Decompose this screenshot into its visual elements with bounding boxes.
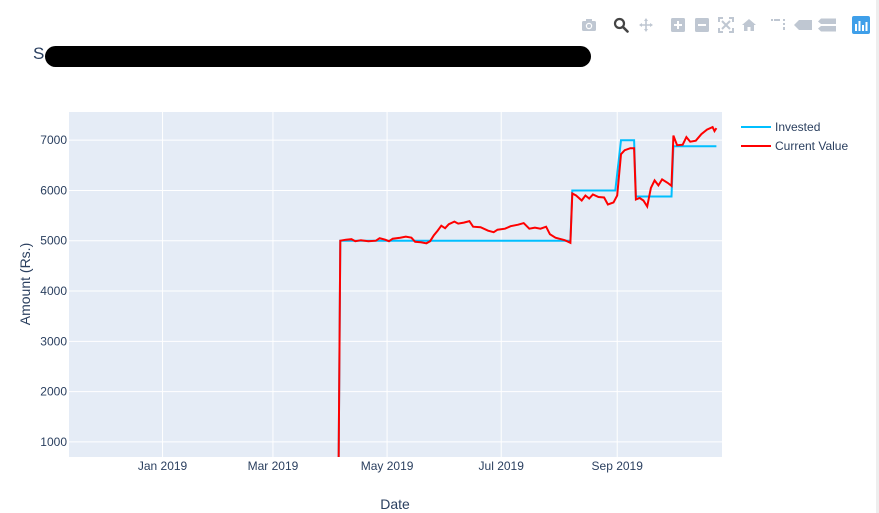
hover-compare-icon[interactable] (816, 15, 838, 35)
x-tick-label: Mar 2019 (248, 459, 299, 473)
autoscale-icon[interactable] (715, 15, 737, 35)
y-tick-label: 4000 (40, 284, 67, 298)
zoom-in-icon[interactable] (667, 15, 689, 35)
x-tick-label: Sep 2019 (592, 459, 644, 473)
legend-item-label[interactable]: Invested (775, 120, 820, 134)
x-axis-ticks: Jan 2019 Mar 2019 May 2019 Jul 2019 Sep 2019 (138, 459, 643, 473)
y-tick-label: 2000 (40, 385, 67, 399)
y-axis-ticks: 1000 2000 3000 4000 5000 6000 7000 (40, 133, 67, 449)
reset-axes-icon[interactable] (738, 15, 760, 35)
y-axis-title: Amount (Rs.) (17, 243, 33, 325)
series-line-current-value (337, 125, 718, 457)
x-axis-title: Date (380, 496, 410, 512)
chart-title: S (33, 44, 45, 63)
title-redaction-bar (45, 46, 591, 67)
zoom-icon[interactable] (610, 15, 632, 35)
plotly-logo-icon[interactable] (850, 15, 872, 35)
spike-lines-icon[interactable] (768, 15, 790, 35)
y-tick-label: 3000 (40, 334, 67, 348)
x-tick-label: Jul 2019 (479, 459, 525, 473)
legend: Invested Current Value (741, 120, 848, 153)
legend-item-label[interactable]: Current Value (775, 139, 848, 153)
download-plot-icon[interactable] (578, 15, 600, 35)
y-tick-label: 7000 (40, 133, 67, 147)
y-tick-label: 6000 (40, 183, 67, 197)
x-tick-label: May 2019 (361, 459, 414, 473)
y-tick-label: 1000 (40, 435, 67, 449)
x-tick-label: Jan 2019 (138, 459, 188, 473)
hover-closest-icon[interactable] (792, 15, 814, 35)
y-tick-label: 5000 (40, 234, 67, 248)
pan-icon[interactable] (635, 15, 657, 35)
zoom-out-icon[interactable] (691, 15, 713, 35)
plot-area[interactable] (69, 112, 722, 457)
window-edge (876, 0, 879, 513)
